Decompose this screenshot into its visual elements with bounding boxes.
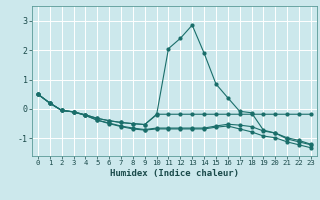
X-axis label: Humidex (Indice chaleur): Humidex (Indice chaleur) xyxy=(110,169,239,178)
